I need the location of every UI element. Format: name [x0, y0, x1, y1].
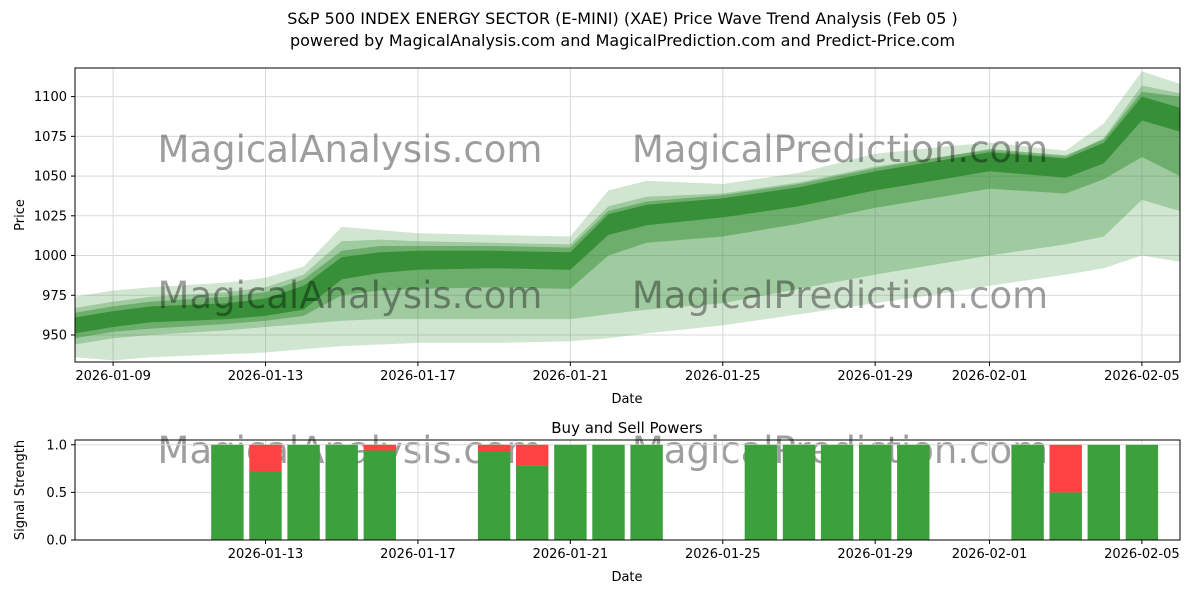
price-chart: 950 975 1000 1025 1050 1075 1100 2026-01-09 2026…	[34, 67, 1181, 384]
buy-bar	[516, 465, 549, 540]
price-ytick-label: 1000	[34, 249, 67, 264]
price-ytick-label: 950	[42, 328, 67, 343]
signal-chart: 0.0 0.5 1.0 2026-01-13 2026-01-17 2026-01-21 2…	[46, 438, 1181, 562]
buy-bar	[363, 450, 396, 540]
price-ytick-label: 1050	[34, 170, 67, 185]
signal-xtick-label: 2026-01-13	[228, 547, 304, 562]
signal-ytick-label: 0.0	[46, 534, 67, 549]
buy-bar	[630, 444, 663, 540]
signal-xtick-label: 2026-01-25	[685, 547, 761, 562]
buy-bar	[1011, 444, 1044, 540]
buy-bar	[1087, 444, 1120, 540]
price-xtick-label: 2026-01-17	[380, 369, 456, 384]
watermark-text: MagicalPrediction.com	[632, 274, 1048, 317]
buy-bar	[744, 444, 778, 540]
price-xtick-label: 2026-01-29	[837, 369, 913, 384]
price-y-axis-label: Price	[13, 199, 28, 231]
price-xtick-label: 2026-01-13	[228, 369, 304, 384]
sell-bar	[1049, 444, 1082, 493]
price-xtick-label: 2026-01-09	[75, 369, 151, 384]
figure-title: S&P 500 INDEX ENERGY SECTOR (E-MINI) (XA…	[60, 8, 1185, 51]
buy-bar	[325, 444, 358, 540]
buy-bar	[897, 444, 930, 540]
price-xtick-label: 2026-02-01	[952, 369, 1028, 384]
sell-bar	[249, 444, 282, 472]
buy-bar	[211, 444, 244, 540]
buy-bar	[1049, 492, 1082, 540]
buy-bar	[782, 444, 816, 540]
price-ytick-label: 1075	[34, 130, 67, 145]
price-band-core	[75, 96, 1180, 334]
signal-xtick-label: 2026-02-01	[952, 547, 1028, 562]
sell-bar	[516, 444, 549, 466]
watermark-text: MagicalPrediction.com	[632, 128, 1048, 171]
price-x-axis-label: Date	[611, 392, 642, 407]
signal-ytick-label: 0.5	[46, 486, 67, 501]
buy-bar	[859, 444, 892, 540]
signal-y-axis-label: Signal Strength	[13, 440, 28, 540]
price-xtick-label: 2026-01-25	[685, 369, 761, 384]
signal-ytick-label: 1.0	[46, 438, 67, 453]
signal-xtick-label: 2026-02-05	[1104, 547, 1180, 562]
price-plot-border	[74, 67, 1181, 363]
buy-bar	[554, 444, 587, 540]
watermark-text: MagicalAnalysis.com	[158, 128, 543, 171]
buy-bar	[477, 451, 511, 540]
price-xtick-label: 2026-02-05	[1104, 369, 1180, 384]
price-ytick-label: 1100	[34, 90, 67, 105]
buy-bar	[287, 444, 320, 540]
signal-xtick-label: 2026-01-29	[837, 547, 913, 562]
price-ytick-label: 1025	[34, 209, 67, 224]
buy-bar	[249, 471, 282, 540]
figure-title-line1: S&P 500 INDEX ENERGY SECTOR (E-MINI) (XA…	[287, 9, 958, 28]
watermark-text: MagicalAnalysis.com	[158, 274, 543, 317]
signal-plot-border	[74, 439, 1181, 541]
sell-bar	[477, 444, 511, 452]
figure-title-line2: powered by MagicalAnalysis.com and Magic…	[289, 30, 956, 50]
price-xtick-label: 2026-01-21	[533, 369, 609, 384]
signal-xtick-label: 2026-01-21	[533, 547, 609, 562]
buy-bar	[820, 444, 854, 540]
signal-xtick-label: 2026-01-17	[380, 547, 456, 562]
buy-bar	[592, 444, 625, 540]
signal-chart-title: Buy and Sell Powers	[551, 419, 703, 437]
sell-bar	[363, 444, 396, 451]
price-watermarks: MagicalAnalysis.com MagicalPrediction.com…	[158, 128, 1049, 317]
price-ytick-label: 975	[42, 289, 67, 304]
buy-bar	[1125, 444, 1159, 540]
signal-x-axis-label: Date	[611, 570, 642, 585]
